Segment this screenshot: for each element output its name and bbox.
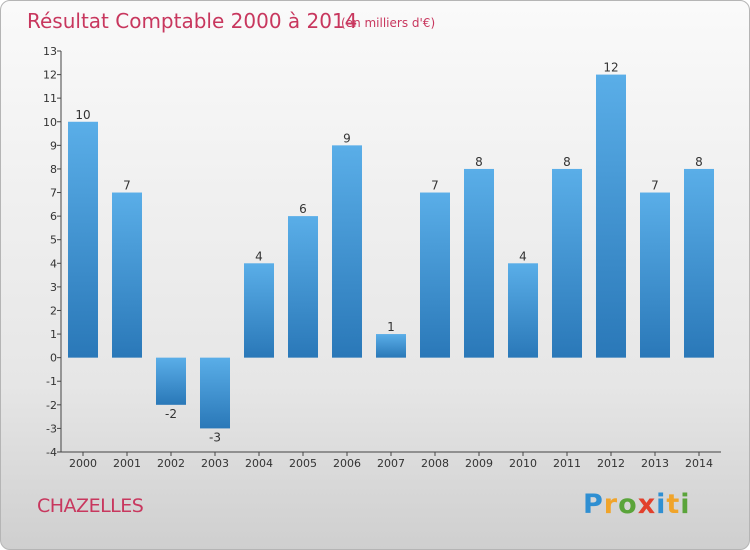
data-label-2011: 8: [563, 155, 571, 169]
y-tick-label: 7: [50, 187, 57, 200]
data-label-2008: 7: [431, 179, 439, 193]
bar-2013: [640, 192, 670, 358]
x-tick-label-2009: 2009: [465, 457, 493, 470]
bars: 10 7 -2 -3 4 6 9 1 7 8 4 8 12 7 8: [68, 61, 714, 444]
bar-2000: [68, 121, 98, 358]
bar-2007: [376, 334, 406, 358]
data-label-2004: 4: [255, 249, 263, 263]
x-tick-label-2014: 2014: [685, 457, 713, 470]
logo-letter: x: [637, 489, 657, 520]
data-label-2010: 4: [519, 249, 527, 263]
logo-letter: t: [666, 489, 681, 520]
y-tick-label: 2: [50, 304, 57, 317]
y-tick-label: 13: [43, 45, 57, 58]
chart-title: Résultat Comptable 2000 à 2014: [27, 9, 357, 33]
bar-2002: [156, 357, 186, 405]
y-tick-label: 0: [50, 352, 57, 365]
data-label-2005: 6: [299, 202, 307, 216]
logo-letter: o: [618, 489, 638, 520]
data-label-2013: 7: [651, 179, 659, 193]
bar-2014: [684, 168, 714, 358]
data-label-2001: 7: [123, 179, 131, 193]
data-label-2009: 8: [475, 155, 483, 169]
x-tick-label-2000: 2000: [69, 457, 97, 470]
x-tick-label-2001: 2001: [113, 457, 141, 470]
y-tick-label: -3: [46, 422, 57, 435]
logo-letter: i: [656, 489, 667, 520]
logo-letter: P: [583, 489, 604, 520]
commune-name: CHAZELLES: [37, 495, 144, 517]
chart-subtitle: (en milliers d'€): [341, 16, 435, 30]
bar-2009: [464, 168, 494, 358]
data-label-2000: 10: [75, 108, 90, 122]
y-tick-label: 6: [50, 210, 57, 223]
bar-2005: [288, 216, 318, 358]
logo-letter: i: [680, 489, 691, 520]
data-label-2014: 8: [695, 155, 703, 169]
proxiti-logo: Proxiti: [583, 489, 691, 520]
y-tick-label: 12: [43, 69, 57, 82]
y-tick-label: 11: [43, 92, 57, 105]
x-tick-label-2013: 2013: [641, 457, 669, 470]
y-tick-label: 1: [50, 328, 57, 341]
logo-letter: r: [603, 489, 619, 520]
bar-2011: [552, 168, 582, 358]
data-label-2006: 9: [343, 131, 351, 145]
x-tick-label-2011: 2011: [553, 457, 581, 470]
bar-2001: [112, 192, 142, 358]
y-tick-label: 5: [50, 234, 57, 247]
x-tick-label-2012: 2012: [597, 457, 625, 470]
y-tick-label: 8: [50, 163, 57, 176]
y-tick-label: -2: [46, 399, 57, 412]
y-tick-label: -4: [46, 446, 57, 459]
bar-2004: [244, 263, 274, 358]
data-label-2003: -3: [209, 430, 221, 444]
bar-2006: [332, 145, 362, 358]
y-tick-label: 10: [43, 116, 57, 129]
x-tick-label-2006: 2006: [333, 457, 361, 470]
data-label-2012: 12: [603, 61, 618, 75]
x-tick-label-2002: 2002: [157, 457, 185, 470]
x-tick-label-2007: 2007: [377, 457, 405, 470]
bar-2008: [420, 192, 450, 358]
bar-2003: [200, 357, 230, 429]
data-label-2002: -2: [165, 407, 177, 421]
y-tick-label: -1: [46, 375, 57, 388]
bar-2012: [596, 74, 626, 358]
x-tick-label-2008: 2008: [421, 457, 449, 470]
y-tick-label: 9: [50, 139, 57, 152]
x-tick-label-2010: 2010: [509, 457, 537, 470]
y-tick-label: 3: [50, 281, 57, 294]
data-label-2007: 1: [387, 320, 395, 334]
x-tick-label-2005: 2005: [289, 457, 317, 470]
y-tick-label: 4: [50, 257, 57, 270]
x-tick-label-2003: 2003: [201, 457, 229, 470]
x-tick-label-2004: 2004: [245, 457, 273, 470]
bar-2010: [508, 263, 538, 358]
